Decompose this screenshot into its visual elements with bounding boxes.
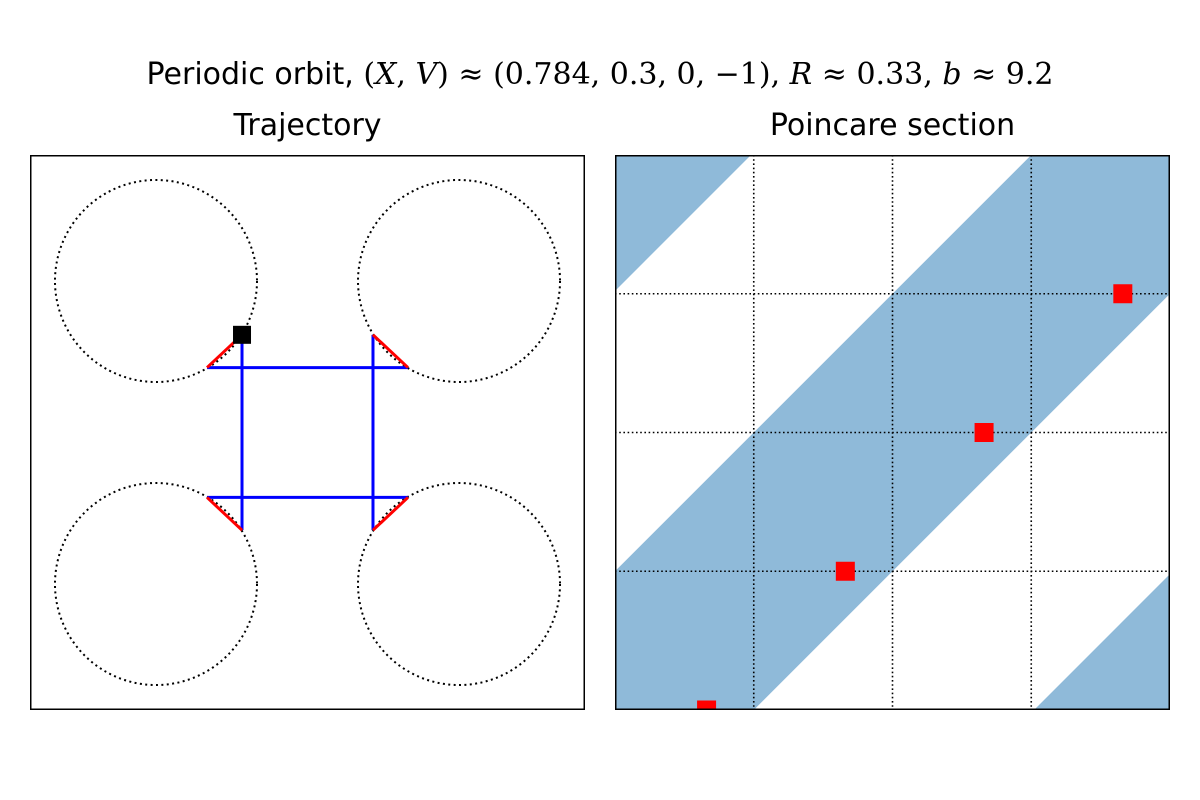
stable-region-2 [1034,574,1170,710]
start-marker [233,325,252,344]
reflection-segment-1 [371,333,409,369]
section-point-2 [974,423,994,442]
scatterer-circle-2 [53,482,258,687]
scatterer-circle-0 [53,178,258,383]
scatterer-circle-3 [357,482,562,687]
figure-title-parameters: (X, V) ≈ (0.784, 0.3, 0, −1), R ≈ 0.33, … [363,57,1054,92]
figure-title: Periodic orbit, (X, V) ≈ (0.784, 0.3, 0,… [0,52,1200,98]
section-point-1 [835,561,855,581]
reflection-segment-2 [206,496,244,532]
poincare-panel-title: Poincare section [769,108,1016,143]
trajectory-plot [30,155,585,710]
trajectory-panel-title: Trajectory [233,108,382,143]
stable-region-0 [615,155,751,291]
poincare-plot-frame [615,155,1170,710]
trajectory-plot-frame [30,155,585,710]
poincare-plot [615,155,1170,710]
figure-title-prefix: Periodic orbit, [146,57,354,92]
section-point-0 [697,700,717,710]
scatterer-circle-1 [357,178,562,383]
reflection-segment-3 [371,496,409,532]
section-point-3 [1113,284,1133,304]
